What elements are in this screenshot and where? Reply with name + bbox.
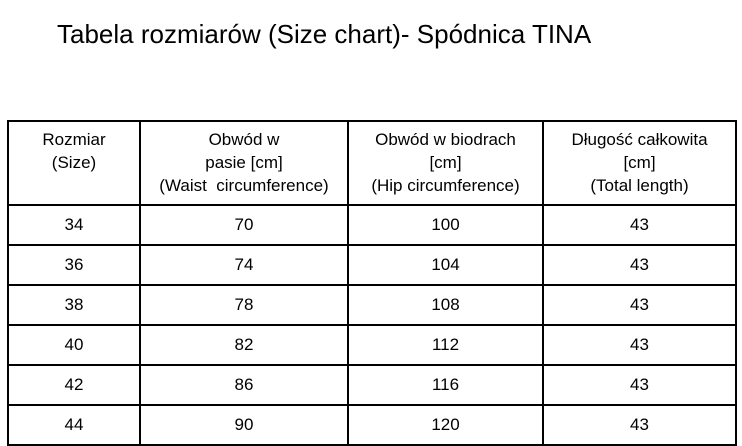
cell-length: 43	[542, 364, 737, 406]
size-chart-table: Rozmiar (Size) Obwód w pasie [cm] (Waist…	[7, 120, 737, 446]
table-row: 40 82 112 43	[7, 324, 737, 366]
cell-size: 44	[7, 404, 141, 446]
cell-size: 40	[7, 324, 141, 366]
cell-waist: 86	[139, 364, 349, 406]
cell-size: 38	[7, 284, 141, 326]
cell-hip: 120	[347, 404, 544, 446]
table-row: 44 90 120 43	[7, 404, 737, 446]
column-header-size: Rozmiar (Size)	[7, 120, 141, 206]
cell-waist: 90	[139, 404, 349, 446]
cell-hip: 104	[347, 244, 544, 286]
table-header-row: Rozmiar (Size) Obwód w pasie [cm] (Waist…	[7, 120, 737, 206]
cell-size: 36	[7, 244, 141, 286]
page-title: Tabela rozmiarów (Size chart)- Spódnica …	[57, 19, 592, 49]
cell-waist: 82	[139, 324, 349, 366]
cell-size: 34	[7, 204, 141, 246]
column-header-waist: Obwód w pasie [cm] (Waist circumference)	[139, 120, 349, 206]
cell-hip: 116	[347, 364, 544, 406]
table-row: 42 86 116 43	[7, 364, 737, 406]
column-header-length: Długość całkowita [cm] (Total length)	[542, 120, 737, 206]
column-header-hip: Obwód w biodrach [cm] (Hip circumference…	[347, 120, 544, 206]
cell-length: 43	[542, 284, 737, 326]
cell-waist: 74	[139, 244, 349, 286]
cell-waist: 78	[139, 284, 349, 326]
cell-length: 43	[542, 404, 737, 446]
cell-waist: 70	[139, 204, 349, 246]
table-row: 34 70 100 43	[7, 204, 737, 246]
cell-length: 43	[542, 204, 737, 246]
cell-hip: 100	[347, 204, 544, 246]
cell-hip: 112	[347, 324, 544, 366]
cell-hip: 108	[347, 284, 544, 326]
table-row: 36 74 104 43	[7, 244, 737, 286]
cell-length: 43	[542, 324, 737, 366]
cell-size: 42	[7, 364, 141, 406]
cell-length: 43	[542, 244, 737, 286]
table-row: 38 78 108 43	[7, 284, 737, 326]
